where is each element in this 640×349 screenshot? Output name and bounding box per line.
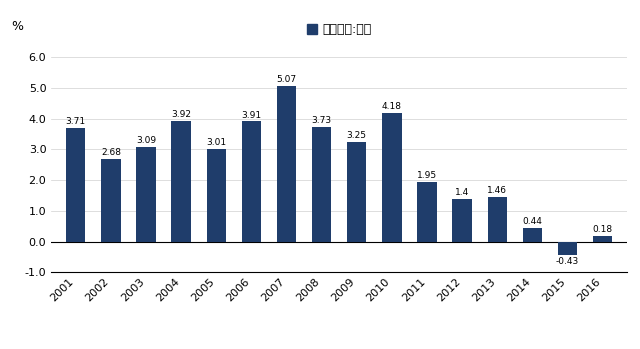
Bar <box>101 159 120 242</box>
Text: 3.73: 3.73 <box>312 116 332 125</box>
Text: 3.71: 3.71 <box>66 117 86 126</box>
Text: 3.01: 3.01 <box>206 138 227 147</box>
Bar <box>66 128 86 242</box>
Bar <box>136 147 156 242</box>
Text: 5.07: 5.07 <box>276 75 296 84</box>
Bar <box>558 242 577 255</box>
Text: 3.09: 3.09 <box>136 136 156 145</box>
Text: 3.91: 3.91 <box>241 111 262 120</box>
Text: 2.68: 2.68 <box>101 148 121 157</box>
Text: 1.4: 1.4 <box>455 188 469 197</box>
Text: 1.46: 1.46 <box>487 186 508 195</box>
Bar <box>312 127 332 242</box>
Text: -0.43: -0.43 <box>556 257 579 266</box>
Legend: 人口增速:上海: 人口增速:上海 <box>302 18 376 41</box>
Bar <box>382 113 401 242</box>
Text: 1.95: 1.95 <box>417 171 437 180</box>
Text: 0.18: 0.18 <box>593 225 612 234</box>
Bar <box>207 149 226 242</box>
Bar <box>488 197 507 242</box>
Bar <box>593 236 612 242</box>
Text: 3.25: 3.25 <box>347 131 367 140</box>
Bar <box>242 121 261 242</box>
Bar <box>452 199 472 242</box>
Text: %: % <box>11 20 23 33</box>
Bar <box>417 181 436 242</box>
Text: 3.92: 3.92 <box>171 110 191 119</box>
Text: 4.18: 4.18 <box>382 102 402 111</box>
Bar <box>347 142 367 242</box>
Bar <box>523 228 542 242</box>
Text: 0.44: 0.44 <box>522 217 542 226</box>
Bar <box>172 121 191 242</box>
Bar <box>277 86 296 242</box>
